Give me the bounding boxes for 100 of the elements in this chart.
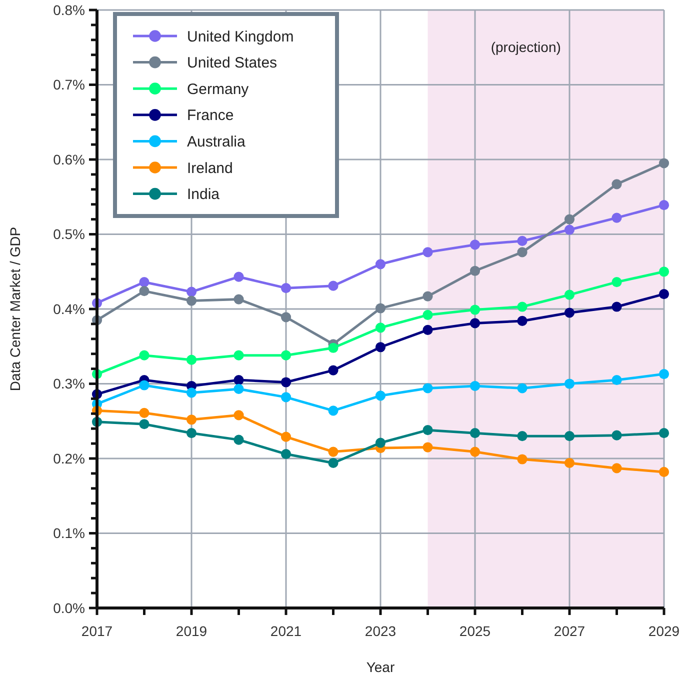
point [470, 380, 480, 392]
point [280, 312, 292, 322]
point [234, 384, 244, 394]
point [328, 406, 338, 416]
point [564, 290, 575, 300]
point [470, 240, 480, 250]
point [280, 350, 292, 360]
point [186, 286, 197, 297]
point [139, 277, 150, 288]
point [422, 310, 433, 320]
point [612, 302, 622, 312]
point [375, 342, 386, 352]
y-tick-label: 0.1% [53, 525, 85, 542]
point [280, 448, 292, 460]
x-tick-label: 2025 [459, 623, 491, 639]
point [470, 266, 480, 276]
point [422, 383, 433, 394]
point [422, 324, 433, 335]
point [186, 414, 197, 425]
point [517, 454, 528, 464]
point [470, 318, 480, 328]
legend-label: France [187, 107, 234, 124]
x-axis-title: Year [366, 659, 395, 675]
band-label: (projection) [490, 39, 561, 55]
point [234, 410, 244, 420]
point [658, 289, 670, 300]
y-tick-label: 0.8% [53, 2, 85, 18]
point [422, 425, 433, 436]
point [234, 294, 244, 304]
point [280, 283, 292, 294]
point [328, 446, 338, 457]
x-tick-label: 2019 [176, 623, 208, 639]
x-tick-label: 2023 [364, 623, 396, 639]
legend-label: Ireland [187, 160, 233, 177]
point [375, 390, 386, 401]
legend-label: United States [187, 54, 278, 72]
point [658, 428, 670, 438]
point [328, 342, 338, 353]
point [517, 247, 528, 258]
y-tick-label: 0.6% [53, 151, 85, 168]
point [658, 368, 670, 380]
point [517, 236, 528, 246]
point [612, 212, 622, 223]
point [139, 408, 150, 418]
point [328, 365, 338, 376]
y-tick-label: 0.5% [53, 226, 85, 242]
point [612, 277, 622, 288]
point [280, 432, 292, 442]
point [186, 388, 197, 398]
point [328, 458, 338, 468]
point [612, 179, 622, 190]
point [470, 428, 480, 438]
y-tick-label: 0.7% [53, 76, 85, 93]
point [564, 214, 575, 224]
point [658, 466, 670, 477]
point [564, 224, 575, 235]
point [234, 374, 244, 386]
x-tick-label: 2021 [270, 623, 302, 639]
point [612, 463, 622, 474]
legend-label: Germany [187, 80, 250, 98]
point [234, 434, 244, 445]
point [328, 280, 338, 291]
point [517, 302, 528, 312]
point [517, 383, 528, 394]
point [375, 303, 386, 314]
legend-label: Australia [187, 133, 246, 150]
point [470, 446, 480, 457]
point [375, 322, 386, 333]
point [139, 419, 150, 430]
point [422, 291, 433, 302]
point [139, 350, 150, 360]
y-tick-label: 0.4% [53, 300, 85, 317]
point [139, 380, 150, 390]
point [375, 438, 386, 448]
y-tick-label: 0.0% [53, 600, 85, 616]
point [517, 316, 528, 326]
point [186, 428, 197, 438]
y-axis-title: Data Center Market / GDP [7, 226, 23, 392]
point [658, 200, 670, 210]
y-tick-label: 0.2% [53, 450, 85, 466]
point [422, 247, 433, 258]
x-tick-label: 2027 [554, 623, 586, 639]
point [658, 266, 670, 277]
legend-label: India [187, 186, 220, 204]
point [564, 458, 575, 468]
y-tick-label: 0.3% [53, 376, 85, 392]
point [564, 431, 575, 442]
point [280, 392, 292, 402]
point [564, 378, 575, 389]
point [658, 158, 670, 168]
point [612, 374, 622, 386]
point [470, 304, 480, 315]
point [186, 296, 197, 306]
x-tick-label: 2017 [81, 623, 113, 639]
point [612, 430, 622, 440]
point [517, 431, 528, 442]
point [186, 354, 197, 365]
point [234, 272, 244, 282]
point [280, 377, 292, 388]
point [422, 442, 433, 452]
